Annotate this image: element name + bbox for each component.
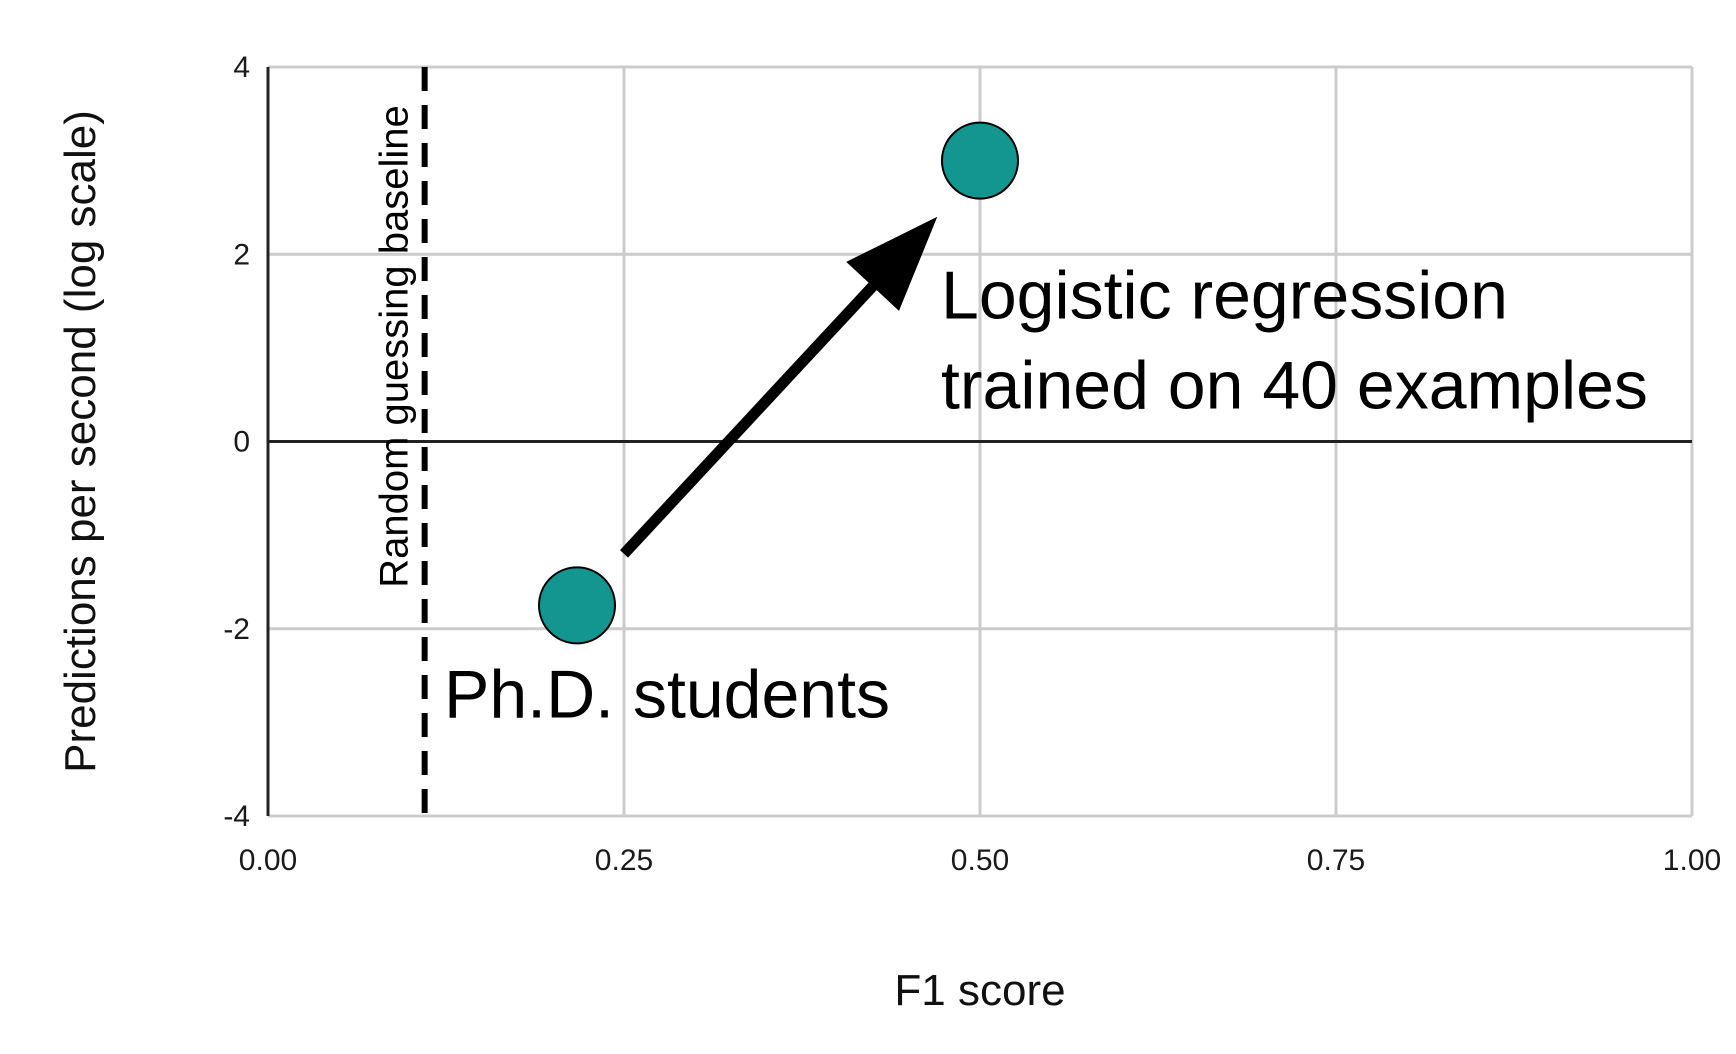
point-phd-students: [538, 566, 617, 645]
y-tick-label: 4: [233, 51, 250, 84]
axes: [266, 67, 1692, 816]
y-tick-labels: 4 2 0 -2 -4: [223, 51, 250, 833]
x-tick-label: 0.25: [595, 844, 653, 877]
points: [538, 121, 1019, 645]
annotation-logistic-line-2: trained on 40 examples: [941, 348, 1648, 424]
arrow-shaft: [619, 279, 880, 558]
x-tick-label: 0.00: [239, 844, 297, 877]
x-tick-label: 0.50: [951, 844, 1009, 877]
y-axis-title: Predictions per second (log scale): [56, 110, 105, 773]
random-baseline-label: Random guessing baseline: [373, 105, 417, 588]
x-tick-label: 1.00: [1663, 844, 1721, 877]
y-tick-label: 2: [233, 238, 250, 271]
y-tick-label: -4: [223, 800, 250, 833]
x-tick-labels: 0.00 0.25 0.50 0.75 1.00: [239, 844, 1721, 877]
x-axis-title: F1 score: [894, 966, 1065, 1015]
annotation-logistic-line-1: Logistic regression: [941, 258, 1508, 334]
annotation-phd-students: Ph.D. students: [444, 656, 890, 732]
arrow-head: [846, 216, 938, 311]
x-tick-label: 0.75: [1307, 844, 1365, 877]
y-tick-label: 0: [233, 426, 250, 459]
arrow: [619, 216, 938, 558]
y-tick-label: -2: [223, 613, 250, 646]
point-logistic-regression: [941, 121, 1019, 200]
